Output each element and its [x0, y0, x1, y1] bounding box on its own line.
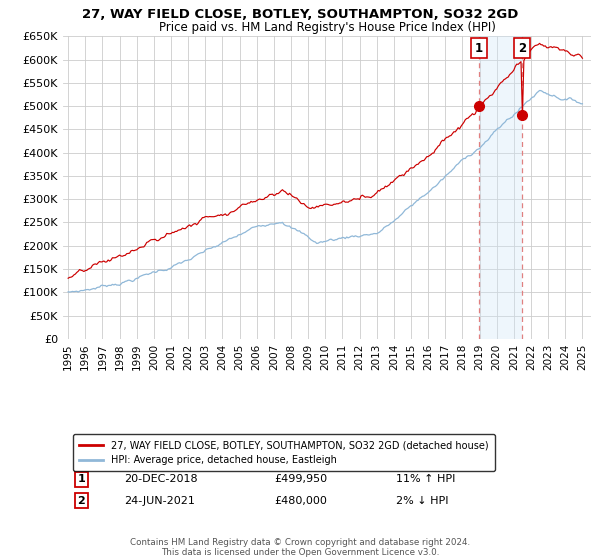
Text: 1: 1: [77, 474, 85, 484]
Text: 11% ↑ HPI: 11% ↑ HPI: [395, 474, 455, 484]
Text: 2: 2: [77, 496, 85, 506]
Text: 20-DEC-2018: 20-DEC-2018: [124, 474, 197, 484]
Text: £480,000: £480,000: [274, 496, 327, 506]
Text: £499,950: £499,950: [274, 474, 328, 484]
Legend: 27, WAY FIELD CLOSE, BOTLEY, SOUTHAMPTON, SO32 2GD (detached house), HPI: Averag: 27, WAY FIELD CLOSE, BOTLEY, SOUTHAMPTON…: [73, 435, 494, 471]
Text: 2% ↓ HPI: 2% ↓ HPI: [395, 496, 448, 506]
Bar: [479, 36, 522, 339]
Text: Contains HM Land Registry data © Crown copyright and database right 2024.
This d: Contains HM Land Registry data © Crown c…: [130, 538, 470, 557]
Title: Price paid vs. HM Land Registry's House Price Index (HPI): Price paid vs. HM Land Registry's House …: [158, 21, 496, 34]
Text: 24-JUN-2021: 24-JUN-2021: [124, 496, 194, 506]
Text: 27, WAY FIELD CLOSE, BOTLEY, SOUTHAMPTON, SO32 2GD: 27, WAY FIELD CLOSE, BOTLEY, SOUTHAMPTON…: [82, 8, 518, 21]
Text: 1: 1: [475, 41, 483, 54]
Text: 2: 2: [518, 41, 526, 54]
